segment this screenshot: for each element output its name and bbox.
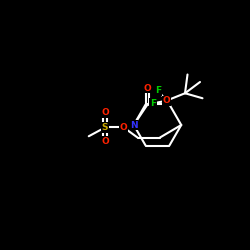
Text: O: O bbox=[101, 137, 109, 146]
Text: F: F bbox=[155, 86, 161, 95]
Text: S: S bbox=[102, 123, 108, 132]
Text: F: F bbox=[150, 99, 156, 108]
Text: O: O bbox=[120, 123, 128, 132]
Text: O: O bbox=[101, 108, 109, 117]
Text: O: O bbox=[144, 84, 152, 93]
Text: N: N bbox=[130, 120, 138, 130]
Text: O: O bbox=[162, 96, 170, 105]
